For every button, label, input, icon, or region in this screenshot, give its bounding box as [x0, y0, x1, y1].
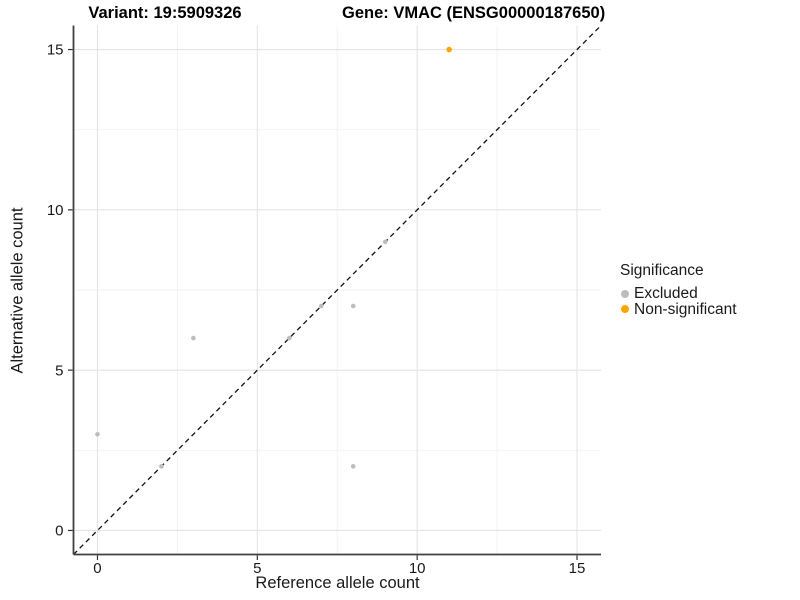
- variant-title: Variant: 19:5909326: [88, 4, 242, 22]
- x-tick-label: 10: [409, 560, 426, 577]
- legend-item-excluded: Excluded: [617, 286, 737, 302]
- y-tick-label: 5: [55, 362, 63, 379]
- legend-item-non-significant: Non-significant: [617, 300, 737, 318]
- non-significant-swatch-icon: [621, 305, 629, 314]
- y-tick-label: 0: [55, 523, 63, 540]
- data-point-excluded: [350, 464, 356, 469]
- legend-item-label: Non-significant: [634, 300, 737, 318]
- gene-title: Gene: VMAC (ENSG00000187650): [342, 4, 606, 22]
- x-tick-label: 15: [569, 560, 586, 577]
- y-tick-label: 10: [47, 202, 64, 219]
- data-point-excluded: [159, 464, 164, 469]
- data-point-excluded: [382, 239, 388, 245]
- data-point-excluded: [95, 431, 100, 437]
- data-point-excluded: [191, 335, 196, 341]
- y-tick-label: 15: [47, 42, 64, 59]
- legend-item-label: Excluded: [634, 285, 698, 302]
- data-point-excluded: [318, 303, 324, 309]
- data-point-excluded: [350, 303, 356, 309]
- y-axis-title: Alternative allele count: [8, 207, 27, 374]
- x-tick-label: 0: [93, 560, 101, 577]
- data-point-non-significant: [446, 46, 452, 53]
- x-axis-title: Reference allele count: [255, 574, 420, 592]
- legend: Significance Excluded Non-significant: [617, 262, 737, 317]
- excluded-swatch-icon: [621, 289, 629, 298]
- data-point-excluded: [286, 335, 292, 341]
- legend-title: Significance: [620, 262, 704, 279]
- x-tick-label: 5: [253, 560, 261, 577]
